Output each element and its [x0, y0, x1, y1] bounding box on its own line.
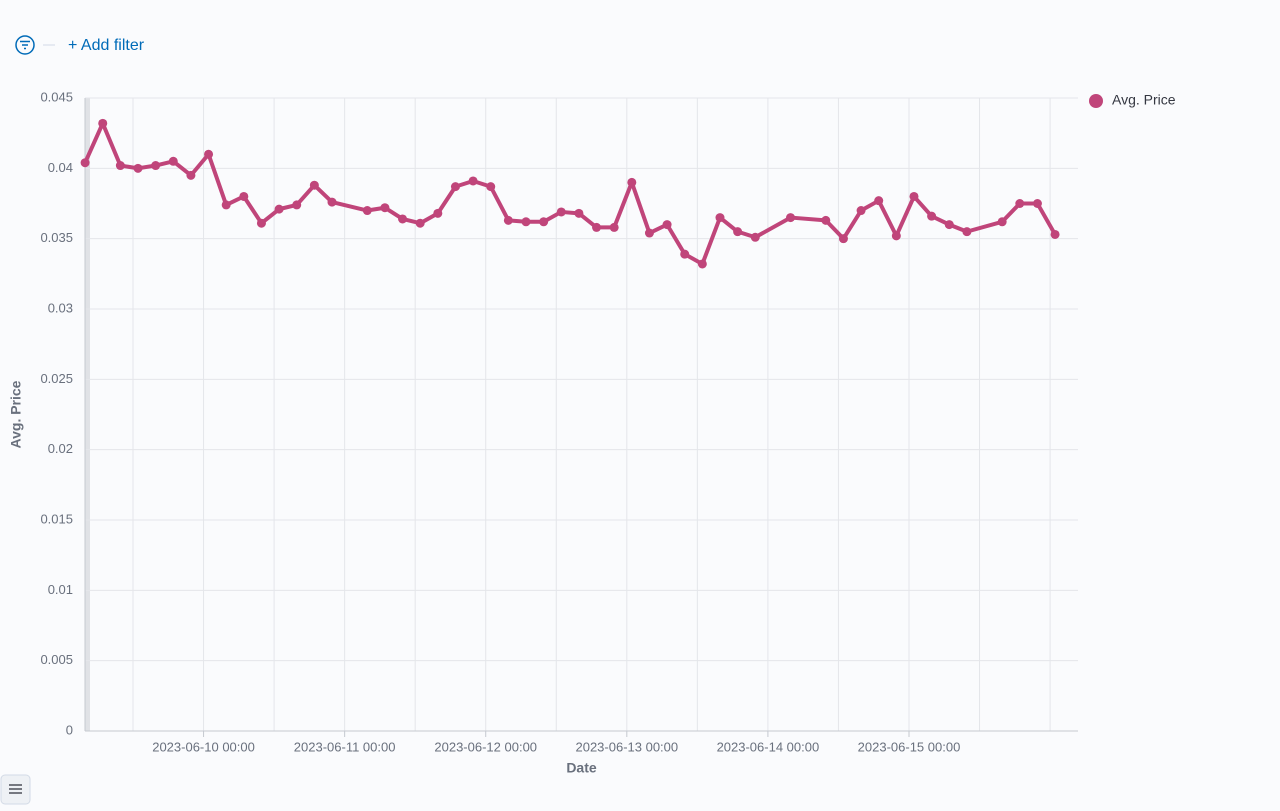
point [997, 217, 1007, 227]
brush-edge [85, 98, 90, 731]
point [874, 196, 884, 206]
point [592, 222, 602, 232]
point [133, 163, 143, 173]
point [151, 161, 161, 171]
point [891, 231, 901, 241]
legend-label: Avg. Price [1112, 92, 1176, 108]
x-tick-label: 2023-06-12 00:00 [434, 739, 537, 754]
point [362, 206, 372, 216]
point [856, 206, 866, 216]
point [927, 211, 937, 221]
point [168, 156, 178, 166]
point [221, 200, 231, 210]
point [398, 214, 408, 224]
point [327, 197, 337, 207]
y-tick-label: 0.03 [48, 300, 73, 315]
legend-item[interactable]: Avg. Price [1089, 92, 1176, 108]
series-line [83, 121, 1057, 266]
point [644, 228, 654, 238]
x-tick-label: 2023-06-15 00:00 [858, 739, 961, 754]
point [556, 207, 566, 217]
point [256, 218, 266, 228]
point [786, 213, 796, 223]
point [750, 232, 760, 242]
point [962, 227, 972, 237]
point [821, 215, 831, 225]
point [186, 170, 196, 180]
legend-swatch [1089, 94, 1103, 108]
y-tick-label: 0.045 [40, 89, 73, 104]
point [309, 180, 319, 190]
point [715, 213, 725, 223]
x-tick-label: 2023-06-14 00:00 [717, 739, 820, 754]
point [274, 204, 284, 214]
add-filter[interactable]: + Add filter [68, 37, 145, 54]
point [697, 259, 707, 269]
point [380, 203, 390, 213]
y-tick-label: 0 [66, 722, 73, 737]
y-tick-label: 0.025 [40, 371, 73, 386]
point [292, 200, 302, 210]
point [450, 182, 460, 192]
legend-toggle[interactable] [0, 774, 31, 805]
point [539, 217, 549, 227]
y-tick-label: 0.015 [40, 511, 73, 526]
y-axis-title: Avg. Price [8, 380, 24, 448]
point [204, 149, 214, 159]
point [521, 217, 531, 227]
y-tick-label: 0.01 [48, 582, 73, 597]
x-axis-title: Date [566, 760, 597, 776]
point [662, 220, 672, 230]
point [680, 249, 690, 259]
x-tick-label: 2023-06-11 00:00 [294, 739, 396, 754]
filter-icon[interactable] [15, 35, 35, 55]
y-tick-label: 0.005 [40, 652, 73, 667]
point [1032, 199, 1042, 208]
point [433, 208, 443, 218]
point [909, 191, 919, 201]
point [627, 177, 637, 187]
x-tick-label: 2023-06-13 00:00 [575, 739, 678, 754]
point [415, 218, 425, 228]
point [609, 222, 619, 232]
y-tick-label: 0.02 [48, 441, 73, 456]
point [239, 191, 249, 201]
point [468, 176, 478, 186]
x-tick-label: 2023-06-10 00:00 [152, 739, 255, 754]
point [1015, 199, 1025, 208]
y-tick-label: 0.035 [40, 230, 73, 245]
point [115, 161, 125, 171]
point [80, 158, 90, 168]
point [98, 118, 108, 128]
point [574, 208, 584, 218]
point [486, 182, 496, 192]
point [733, 227, 743, 237]
point [944, 220, 954, 230]
y-tick-label: 0.04 [48, 160, 73, 175]
point [838, 234, 848, 244]
point [1050, 229, 1060, 239]
point [503, 215, 513, 225]
